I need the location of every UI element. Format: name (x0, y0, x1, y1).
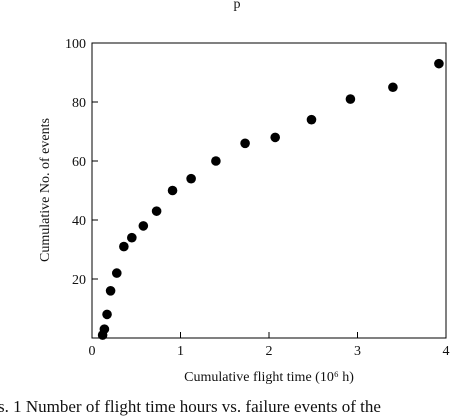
data-point (186, 173, 196, 184)
y-axis-label: Cumulative No. of events (38, 118, 53, 262)
x-tick-label: 4 (443, 344, 450, 359)
data-points (97, 58, 444, 340)
data-point (240, 138, 250, 149)
y-tick-label: 80 (72, 96, 86, 111)
x-axis: 0 1 2 3 4 (89, 332, 450, 359)
x-tick-label: 1 (177, 344, 184, 359)
x-tick-label: 0 (89, 344, 96, 359)
data-point (127, 232, 137, 243)
data-point (345, 94, 356, 104)
y-tick-label: 20 (72, 273, 86, 288)
data-point (434, 58, 444, 69)
data-point (211, 156, 221, 166)
data-point (138, 221, 149, 231)
data-point (388, 82, 398, 93)
data-point (270, 132, 280, 143)
y-tick-label: 60 (72, 155, 86, 170)
x-tick-label: 2 (266, 344, 273, 359)
data-point (119, 241, 129, 252)
x-tick-label: 3 (354, 344, 361, 359)
data-point (102, 309, 112, 320)
figure-caption: s. 1 Number of flight time hours vs. fai… (0, 397, 381, 416)
data-point (111, 268, 122, 278)
data-point (105, 286, 116, 296)
data-point (99, 324, 110, 334)
data-point (167, 185, 178, 196)
y-tick-label: 100 (65, 37, 86, 52)
data-point (151, 206, 162, 216)
data-point (306, 114, 317, 125)
x-axis-label: Cumulative flight time (10⁶ h) (184, 370, 354, 385)
y-tick-label: 40 (72, 214, 86, 229)
header-fragment: p (234, 0, 241, 12)
y-axis: 20 40 60 80 100 (65, 37, 98, 288)
